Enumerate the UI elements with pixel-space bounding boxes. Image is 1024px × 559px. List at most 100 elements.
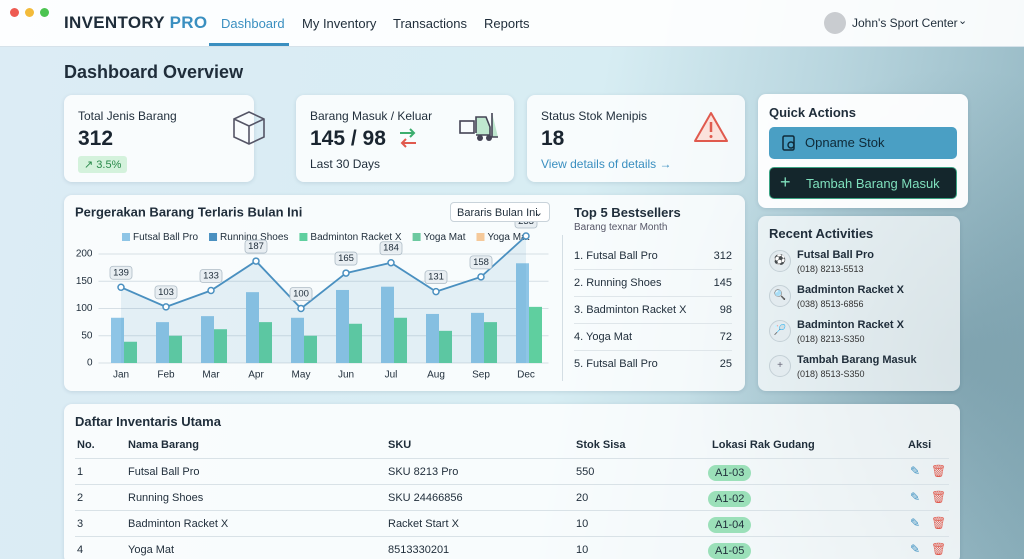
bestseller-name: 2. Running Shoes <box>574 277 662 289</box>
line-point <box>297 304 305 313</box>
data-label-box <box>154 285 178 300</box>
window-min[interactable] <box>25 8 34 17</box>
kpi-badge: ↗ 3.5% <box>78 156 128 173</box>
bar <box>246 292 259 363</box>
edit-button[interactable]: ✎ <box>910 490 921 504</box>
kpi-label: Barang Masuk / Keluar <box>310 109 433 123</box>
divider <box>562 235 563 381</box>
x-tick-label: May <box>292 370 311 381</box>
line-point <box>342 269 350 277</box>
kpi-card: Status Stok Menipis 18 View details of d… <box>527 95 745 182</box>
table-cell: Futsal Ball Pro <box>128 466 200 478</box>
bar <box>336 289 349 363</box>
delete-button[interactable]: 🗑 <box>931 542 947 556</box>
kpi-label: Total Jenis Barang <box>78 109 177 123</box>
bar <box>304 335 317 363</box>
delete-button[interactable]: 🗑 <box>931 490 947 504</box>
kpi-card: Total Jenis Barang 312 ↗ 3.5% <box>64 95 265 182</box>
tab[interactable]: Dashboard <box>221 16 285 31</box>
chart-title: Pergerakan Barang Terlaris Bulan Ini <box>75 204 302 219</box>
logo: INVENTORY PRO <box>64 13 207 33</box>
y-tick-label: 100 <box>76 303 93 314</box>
chart-card: Pergerakan Barang Terlaris Bulan Ini Fut… <box>64 195 745 391</box>
activity-icon: ⚽ <box>769 250 791 272</box>
table-cell: Badminton Racket X <box>128 518 229 530</box>
bestseller-count: 25 <box>719 358 732 370</box>
data-label-box <box>379 241 403 256</box>
kpi-link[interactable]: View details of details → <box>541 157 672 171</box>
window-max[interactable] <box>40 8 49 17</box>
activity-icon: + <box>769 355 791 377</box>
location-cell: A1-05 <box>708 541 752 559</box>
tab[interactable]: My Inventory <box>302 16 377 31</box>
edit-button[interactable]: ✎ <box>910 516 921 530</box>
bestseller-name: 5. Futsal Ball Pro <box>574 358 658 370</box>
inventory-card: Daftar Inventaris Utama No. Nama Barang SK… <box>64 404 960 559</box>
section-subtitle: Barang texnar Month <box>574 222 668 233</box>
data-label-box <box>334 251 358 266</box>
legend-swatch <box>209 233 218 241</box>
bar <box>156 322 169 363</box>
user-menu[interactable]: John's Sport Center <box>852 16 958 30</box>
table-cell: Yoga Mat <box>128 544 175 556</box>
table-header: Nama Barang <box>128 439 199 451</box>
bar <box>484 322 497 363</box>
table-cell: 8513330201 <box>388 544 450 556</box>
warning-icon <box>694 112 728 142</box>
bestseller-name: 3. Badminton Racket X <box>574 304 687 316</box>
activity-name: Tambah Barang Masuk <box>797 354 917 366</box>
dropdown[interactable]: Bararis Bulan Ini ⌄ <box>450 202 550 222</box>
edit-button[interactable]: ✎ <box>910 464 921 478</box>
action-button[interactable]: Opname Stok <box>769 127 957 159</box>
bar <box>516 263 529 363</box>
y-tick-label: 50 <box>81 330 93 341</box>
table-cell: Running Shoes <box>128 492 204 504</box>
kpi-card: Barang Masuk / Keluar 145 / 98 Last 30 D… <box>296 95 514 182</box>
table-cell: Racket Start X <box>388 518 459 530</box>
activity-phone: (038) 8513-6856 <box>797 299 864 309</box>
data-label: 133 <box>203 271 219 282</box>
bar <box>291 317 304 363</box>
recent-activities: Recent Activities ⚽ Futsal Ball Pro (018) … <box>758 216 960 391</box>
bestseller-count: 145 <box>713 277 732 289</box>
tab[interactable]: Transactions <box>393 16 467 31</box>
logo-main: INVENTORY <box>64 13 165 32</box>
table-cell: 10 <box>576 544 589 556</box>
avatar[interactable] <box>824 12 846 34</box>
action-button[interactable]: Tambah Barang Masuk <box>769 167 957 199</box>
line-point <box>207 286 215 295</box>
legend-label: Yoga Mat <box>487 232 529 243</box>
edit-button[interactable]: ✎ <box>910 542 921 556</box>
kpi-value: 145 / 98 <box>310 127 386 150</box>
location-pill: A1-05 <box>708 543 752 559</box>
bestseller-list: 1. Futsal Ball Pro 312 2. Running Shoes 145… <box>574 243 732 377</box>
activity-icon: 🏸 <box>769 320 791 342</box>
data-label-box <box>109 265 133 280</box>
user-caret[interactable]: ⌄ <box>958 15 968 27</box>
legend-label: Yoga Mat <box>424 232 466 243</box>
window-close[interactable] <box>10 8 19 17</box>
delete-button[interactable]: 🗑 <box>931 516 947 530</box>
x-tick-label: Aug <box>427 370 445 381</box>
bar <box>381 286 394 363</box>
bestseller-count: 312 <box>713 250 732 262</box>
line-area <box>121 236 526 363</box>
bar <box>111 317 124 363</box>
x-tick-label: Jun <box>338 370 354 381</box>
bestseller-count: 98 <box>719 304 732 316</box>
tab[interactable]: Reports <box>484 16 530 31</box>
delete-button[interactable]: 🗑 <box>931 464 947 478</box>
bestseller-row: 5. Futsal Ball Pro 25 <box>574 351 732 377</box>
data-label: 187 <box>248 241 264 252</box>
section-title: Daftar Inventaris Utama <box>75 414 221 429</box>
legend-swatch <box>299 233 308 241</box>
data-label-box <box>469 255 493 270</box>
legend-swatch <box>122 233 130 241</box>
bestseller-row: 2. Running Shoes 145 <box>574 270 732 297</box>
legend-swatch <box>412 233 421 241</box>
kpi-value: 18 <box>541 127 565 150</box>
bar <box>426 313 439 363</box>
data-label-box <box>424 270 448 285</box>
bestseller-row: 3. Badminton Racket X 98 <box>574 297 732 324</box>
bar <box>529 306 542 363</box>
